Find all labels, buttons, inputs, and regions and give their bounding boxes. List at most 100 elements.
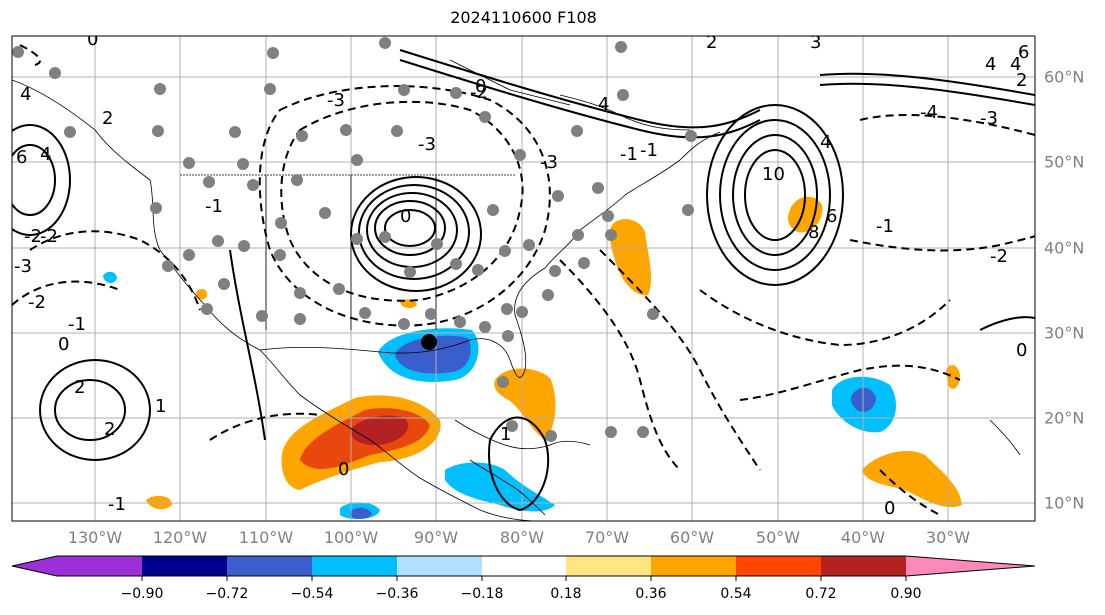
contour-label: 0 xyxy=(475,76,486,97)
contour-label: 1 xyxy=(500,424,511,445)
shade-negative-gulf-core xyxy=(395,335,471,374)
longitude-label: 90°W xyxy=(413,528,459,547)
latitude-label: 60°N xyxy=(1044,67,1085,87)
contour-label: 0 xyxy=(87,29,98,50)
contour-label: 2 xyxy=(104,419,115,440)
longitude-label: 80°W xyxy=(499,528,545,547)
colorbar-segment xyxy=(482,556,566,576)
shade-negative-centralam xyxy=(445,462,555,512)
colorbar-tick-label: 0.54 xyxy=(720,586,752,602)
contour-label: -1 xyxy=(876,216,894,237)
longitude-label: 110°W xyxy=(238,528,294,547)
colorbar-tick-label: 0.90 xyxy=(890,586,922,602)
longitude-label: 130°W xyxy=(67,528,123,547)
colorbar-extend-low xyxy=(12,556,57,576)
contour-label: 1 xyxy=(155,396,166,417)
colorbar-segment xyxy=(651,556,736,576)
colorbar-tick-label: −0.72 xyxy=(205,586,249,602)
contour-label: -3 xyxy=(418,134,436,155)
contour-label: 10 xyxy=(762,164,785,185)
longitude-label: 30°W xyxy=(925,528,971,547)
contour-label: 0 xyxy=(338,459,349,480)
longitude-label: 50°W xyxy=(755,528,801,547)
contour-label: -1 xyxy=(68,314,86,335)
longitude-label: 70°W xyxy=(584,528,630,547)
contour-label: 0 xyxy=(400,206,411,227)
contour-label: 0 xyxy=(884,498,895,519)
colorbar-tick-label: −0.18 xyxy=(460,586,504,602)
colorbar-outline xyxy=(11,555,1036,577)
contour-label: -2 xyxy=(990,246,1008,267)
colorbar-segment xyxy=(821,556,906,576)
shaded-anomalies xyxy=(103,196,962,520)
contour-label: 2 xyxy=(74,377,85,398)
shade-positive-caribbean xyxy=(494,368,556,440)
colorbar-tick-label: 0.72 xyxy=(805,586,837,602)
contour-label: 4 xyxy=(1010,54,1021,75)
station-dots xyxy=(12,37,697,442)
colorbar-tick-label: 0.36 xyxy=(635,586,667,602)
map-frame xyxy=(11,35,1036,522)
contour-label: 8 xyxy=(808,222,819,243)
colorbar xyxy=(11,555,1036,581)
contours-dashed xyxy=(12,44,1035,516)
contour-label: 2 xyxy=(1016,70,1027,91)
contours xyxy=(12,49,1035,512)
contour-label: 4 xyxy=(40,144,51,165)
shade-positive-small-b xyxy=(946,365,960,389)
colorbar-tick-label: −0.54 xyxy=(290,586,334,602)
shade-positive-atlantic-a xyxy=(609,219,652,296)
colorbar-tick-label: 0.18 xyxy=(550,586,582,602)
longitude-label: 100°W xyxy=(323,528,379,547)
colorbar-segment xyxy=(736,556,821,576)
latitude-label: 50°N xyxy=(1044,152,1085,172)
coastlines xyxy=(12,59,1021,521)
longitude-label: 60°W xyxy=(669,528,715,547)
latitude-label: 40°N xyxy=(1044,238,1085,258)
contour-label: 4 xyxy=(20,84,31,105)
shade-positive-small-a xyxy=(196,288,208,300)
shade-max-mexico xyxy=(350,415,409,446)
contour-label: -3 xyxy=(980,108,998,129)
contour-label: -4 xyxy=(920,102,938,123)
contour-label: 6 xyxy=(16,147,27,168)
shade-positive-east xyxy=(862,450,962,508)
contour-label: 3 xyxy=(810,32,821,53)
shade-neg-strong-atlantic xyxy=(851,387,876,412)
colorbar-segment xyxy=(142,556,227,576)
contour-label: 6 xyxy=(826,206,837,227)
contour-label: -1 xyxy=(640,140,658,161)
shade-positive-atlantic-b xyxy=(788,196,823,233)
contour-label: -3 xyxy=(540,152,558,173)
contour-label: 2 xyxy=(102,108,113,129)
map-title: 2024110600 F108 xyxy=(450,8,597,27)
latitude-label: 30°N xyxy=(1044,323,1085,343)
contour-label: -2 xyxy=(40,226,58,247)
colorbar-tick-label: −0.36 xyxy=(375,586,419,602)
contour-value-labels: 6 4 2 0 -1 -2 -3 4 6 10 8 4 -4 -3 2 0 -1… xyxy=(14,29,1029,519)
contour-label: 6 xyxy=(1018,42,1029,63)
contour-label: -3 xyxy=(14,256,32,277)
colorbar-tick-label: −0.90 xyxy=(120,586,164,602)
contour-label: -1 xyxy=(108,494,126,515)
hurricane-position-marker xyxy=(421,334,437,350)
contour-label: -2 xyxy=(470,82,488,103)
latitude-label: 10°N xyxy=(1044,493,1085,513)
contour-label: 4 xyxy=(598,94,609,115)
longitude-label: 120°W xyxy=(152,528,208,547)
colorbar-extend-high xyxy=(906,556,1035,576)
shade-neg-strong-pacific xyxy=(350,507,372,519)
colorbar-segment xyxy=(227,556,312,576)
latitude-label: 20°N xyxy=(1044,408,1085,428)
shade-negative-small-a xyxy=(103,271,117,284)
longitude-label: 40°W xyxy=(840,528,886,547)
colorbar-segment xyxy=(397,556,482,576)
contour-label: 0 xyxy=(58,334,69,355)
colorbar-segment xyxy=(312,556,397,576)
colorbar-segment xyxy=(566,556,651,576)
contour-label: -2 xyxy=(24,226,42,247)
contour-label: -1 xyxy=(205,196,223,217)
contour-label: 4 xyxy=(985,54,996,75)
contour-label: -3 xyxy=(327,90,345,111)
